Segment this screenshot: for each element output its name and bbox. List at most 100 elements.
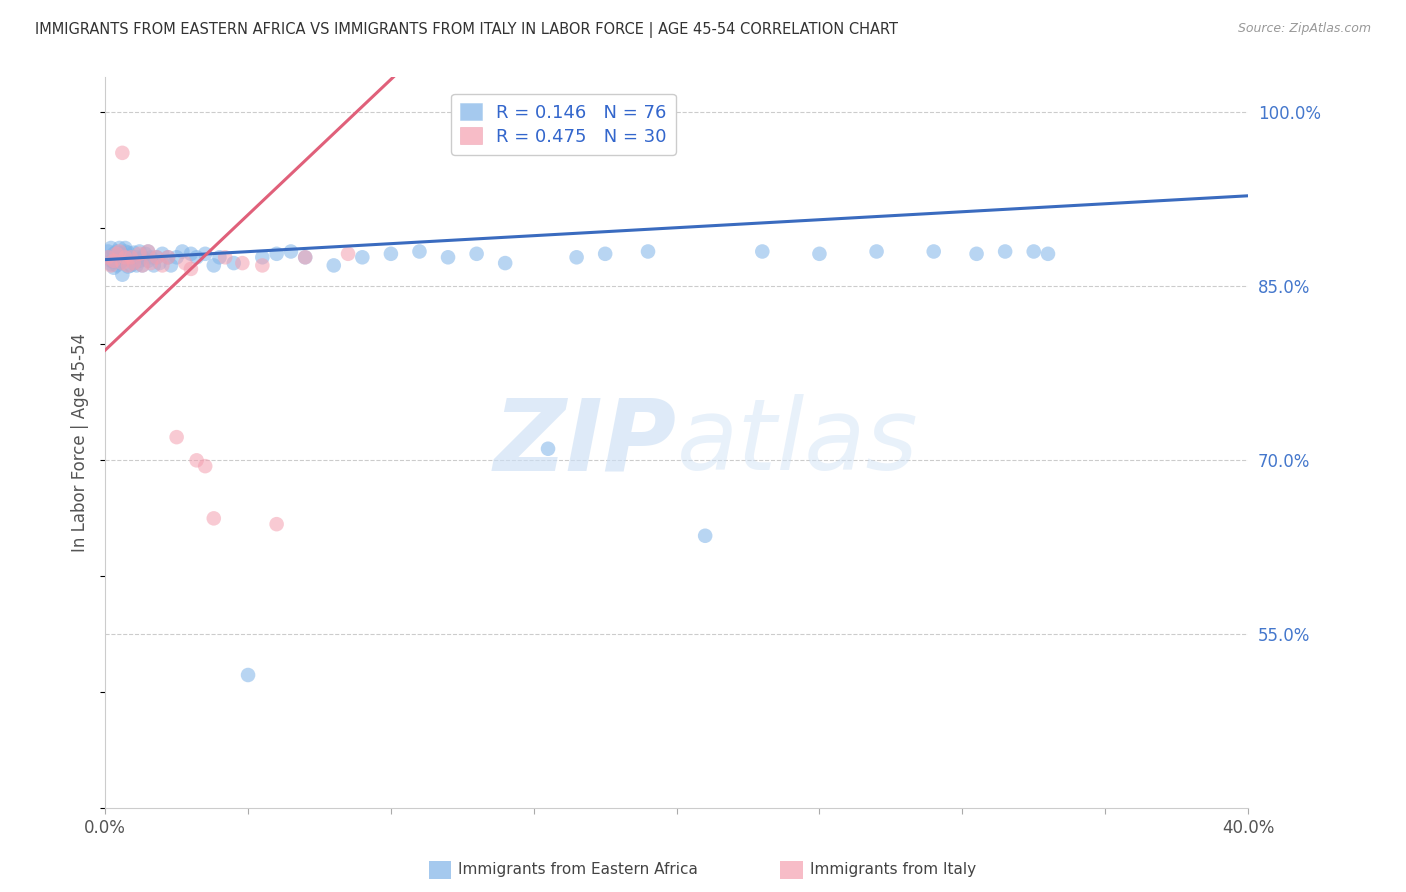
Point (865, 244, 887, 259)
Point (139, 256, 162, 270)
Point (117, 260, 139, 274)
Point (111, 247, 134, 261)
Point (114, 244, 136, 259)
Point (136, 244, 159, 259)
Point (337, 247, 360, 261)
Point (108, 256, 131, 270)
Point (537, 442, 560, 456)
Point (97, 244, 120, 259)
Point (100, 257, 122, 271)
Point (134, 247, 156, 261)
Point (231, 256, 253, 270)
Point (145, 250, 167, 264)
Point (108, 244, 131, 259)
Point (1036, 247, 1059, 261)
Point (125, 250, 148, 264)
Point (1022, 244, 1045, 259)
Point (593, 247, 616, 261)
Point (145, 250, 167, 264)
Point (108, 249, 131, 263)
Y-axis label: In Labor Force | Age 45-54: In Labor Force | Age 45-54 (72, 334, 89, 552)
Point (128, 253, 150, 268)
Point (180, 261, 202, 276)
Point (128, 247, 150, 261)
Point (494, 256, 516, 270)
Point (180, 247, 202, 261)
Text: Immigrants from Eastern Africa: Immigrants from Eastern Africa (458, 863, 699, 877)
Point (202, 511, 225, 525)
Point (222, 256, 245, 270)
Point (148, 256, 170, 270)
Point (808, 247, 831, 261)
Point (994, 244, 1017, 259)
Point (150, 259, 173, 273)
Point (103, 253, 125, 268)
Point (131, 259, 153, 273)
Point (166, 250, 188, 264)
Point (186, 453, 208, 467)
Point (120, 259, 142, 273)
Point (280, 244, 302, 259)
Point (352, 250, 374, 264)
Point (108, 241, 131, 255)
Point (966, 247, 988, 261)
Point (105, 247, 128, 261)
Point (117, 259, 139, 273)
Point (111, 268, 134, 282)
Point (131, 259, 153, 273)
Text: Immigrants from Italy: Immigrants from Italy (810, 863, 976, 877)
Point (100, 253, 122, 268)
Point (97, 250, 120, 264)
Point (122, 245, 145, 260)
Point (103, 255, 125, 269)
Point (114, 250, 136, 264)
Point (174, 256, 197, 270)
Point (120, 250, 142, 264)
Point (194, 459, 217, 474)
Point (142, 259, 165, 273)
Point (294, 250, 316, 264)
Point (637, 244, 659, 259)
Point (186, 250, 208, 264)
Text: Source: ZipAtlas.com: Source: ZipAtlas.com (1237, 22, 1371, 36)
Point (695, 529, 717, 543)
Point (125, 259, 148, 273)
Point (157, 250, 180, 264)
Point (408, 244, 430, 259)
Point (139, 250, 162, 264)
Point (214, 250, 236, 264)
Point (122, 256, 145, 270)
Point (105, 259, 128, 273)
Point (105, 244, 128, 259)
Point (136, 253, 159, 268)
Point (150, 247, 173, 261)
Point (380, 247, 402, 261)
Point (103, 247, 125, 261)
Point (294, 250, 316, 264)
Point (160, 259, 183, 273)
Point (100, 259, 122, 273)
Point (111, 253, 134, 268)
Point (120, 250, 142, 264)
Point (117, 252, 139, 266)
Point (751, 244, 773, 259)
Point (111, 145, 134, 160)
Point (105, 252, 128, 266)
Point (194, 247, 217, 261)
Point (103, 260, 125, 275)
Point (236, 668, 259, 682)
Text: IMMIGRANTS FROM EASTERN AFRICA VS IMMIGRANTS FROM ITALY IN LABOR FORCE | AGE 45-: IMMIGRANTS FROM EASTERN AFRICA VS IMMIGR… (35, 22, 898, 38)
Point (208, 250, 231, 264)
Point (97, 250, 120, 264)
Point (322, 259, 344, 273)
Point (266, 517, 288, 532)
Point (136, 244, 159, 259)
Point (157, 250, 180, 264)
Point (117, 245, 139, 260)
Point (252, 250, 274, 264)
Point (465, 247, 488, 261)
Text: ZIP: ZIP (494, 394, 676, 491)
Point (166, 430, 188, 444)
Point (922, 244, 945, 259)
Point (252, 259, 274, 273)
